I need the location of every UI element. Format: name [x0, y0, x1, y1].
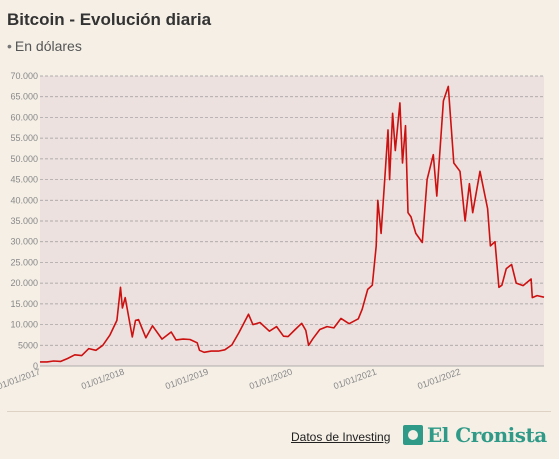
x-tick-label: 01/01/2022	[416, 366, 462, 391]
y-tick-label: 70.000	[10, 71, 38, 81]
cronista-logo-icon	[403, 425, 423, 445]
chart-subtitle-text: En dólares	[14, 38, 82, 54]
source-link[interactable]: Datos de Investing	[291, 430, 391, 444]
y-tick-label: 50.000	[10, 154, 38, 164]
gridlines	[40, 75, 544, 367]
y-tick-label: 40.000	[10, 195, 38, 205]
footer-divider	[7, 411, 551, 412]
x-tick-label: 01/01/2019	[164, 366, 210, 391]
x-tick-label: 01/01/2017	[0, 366, 42, 391]
chart-subtitle: • En dólares	[7, 38, 82, 54]
x-tick-label: 01/01/2021	[332, 366, 378, 391]
x-tick-label: 01/01/2020	[248, 366, 294, 391]
y-tick-label: 60.000	[10, 112, 38, 122]
el-cronista-logo: El Cronista	[403, 423, 547, 447]
y-tick-label: 45.000	[10, 175, 38, 185]
y-tick-label: 15.000	[10, 299, 38, 309]
x-axis: 01/01/2017 01/01/2018 01/01/2019 01/01/2020…	[0, 366, 462, 391]
y-tick-label: 0	[33, 361, 38, 371]
bullet-icon: •	[7, 38, 12, 54]
logo-text: El Cronista	[427, 423, 547, 447]
bitcoin-price-chart: 0 5000 10.000 15.000 20.000 25.000 30.000 35.00…	[0, 71, 545, 391]
y-tick-label: 20.000	[10, 278, 38, 288]
y-tick-label: 10.000	[10, 320, 38, 330]
y-axis: 0 5000 10.000 15.000 20.000 25.000 30.000 35.00…	[10, 71, 38, 371]
x-tick-label: 01/01/2018	[80, 366, 126, 391]
y-tick-label: 65.000	[10, 92, 38, 102]
price-series-line	[40, 85, 545, 363]
chart-title: Bitcoin - Evolución diaria	[7, 10, 212, 29]
y-tick-label: 25.000	[10, 257, 38, 267]
y-tick-label: 30.000	[10, 237, 38, 247]
y-tick-label: 35.000	[10, 216, 38, 226]
y-tick-label: 5000	[18, 340, 38, 350]
y-tick-label: 55.000	[10, 133, 38, 143]
